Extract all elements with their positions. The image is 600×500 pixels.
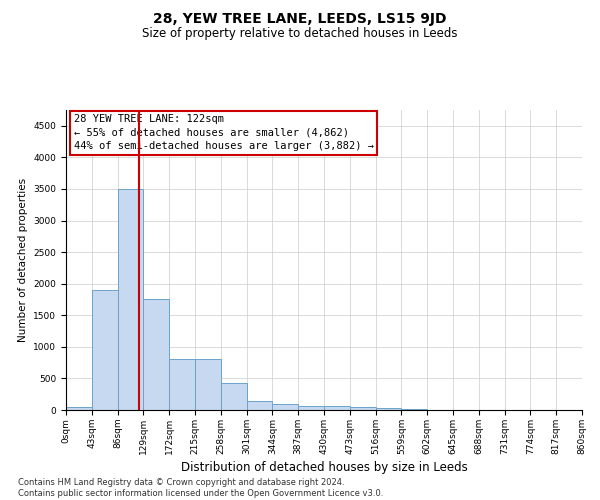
Text: Size of property relative to detached houses in Leeds: Size of property relative to detached ho… [142, 28, 458, 40]
Bar [298, 406, 324, 410]
X-axis label: Distribution of detached houses by size in Leeds: Distribution of detached houses by size … [181, 461, 467, 474]
Bar [92, 290, 118, 410]
Bar [118, 189, 143, 410]
Bar [376, 408, 401, 410]
Text: Contains HM Land Registry data © Crown copyright and database right 2024.
Contai: Contains HM Land Registry data © Crown c… [18, 478, 383, 498]
Text: 28, YEW TREE LANE, LEEDS, LS15 9JD: 28, YEW TREE LANE, LEEDS, LS15 9JD [153, 12, 447, 26]
Bar [66, 407, 92, 410]
Y-axis label: Number of detached properties: Number of detached properties [18, 178, 28, 342]
Bar [324, 406, 350, 410]
Text: 28 YEW TREE LANE: 122sqm
← 55% of detached houses are smaller (4,862)
44% of sem: 28 YEW TREE LANE: 122sqm ← 55% of detach… [74, 114, 374, 151]
Bar [350, 408, 376, 410]
Bar [195, 360, 221, 410]
Bar [272, 404, 298, 410]
Bar [143, 300, 169, 410]
Bar [247, 400, 272, 410]
Bar [221, 384, 247, 410]
Bar [169, 360, 195, 410]
